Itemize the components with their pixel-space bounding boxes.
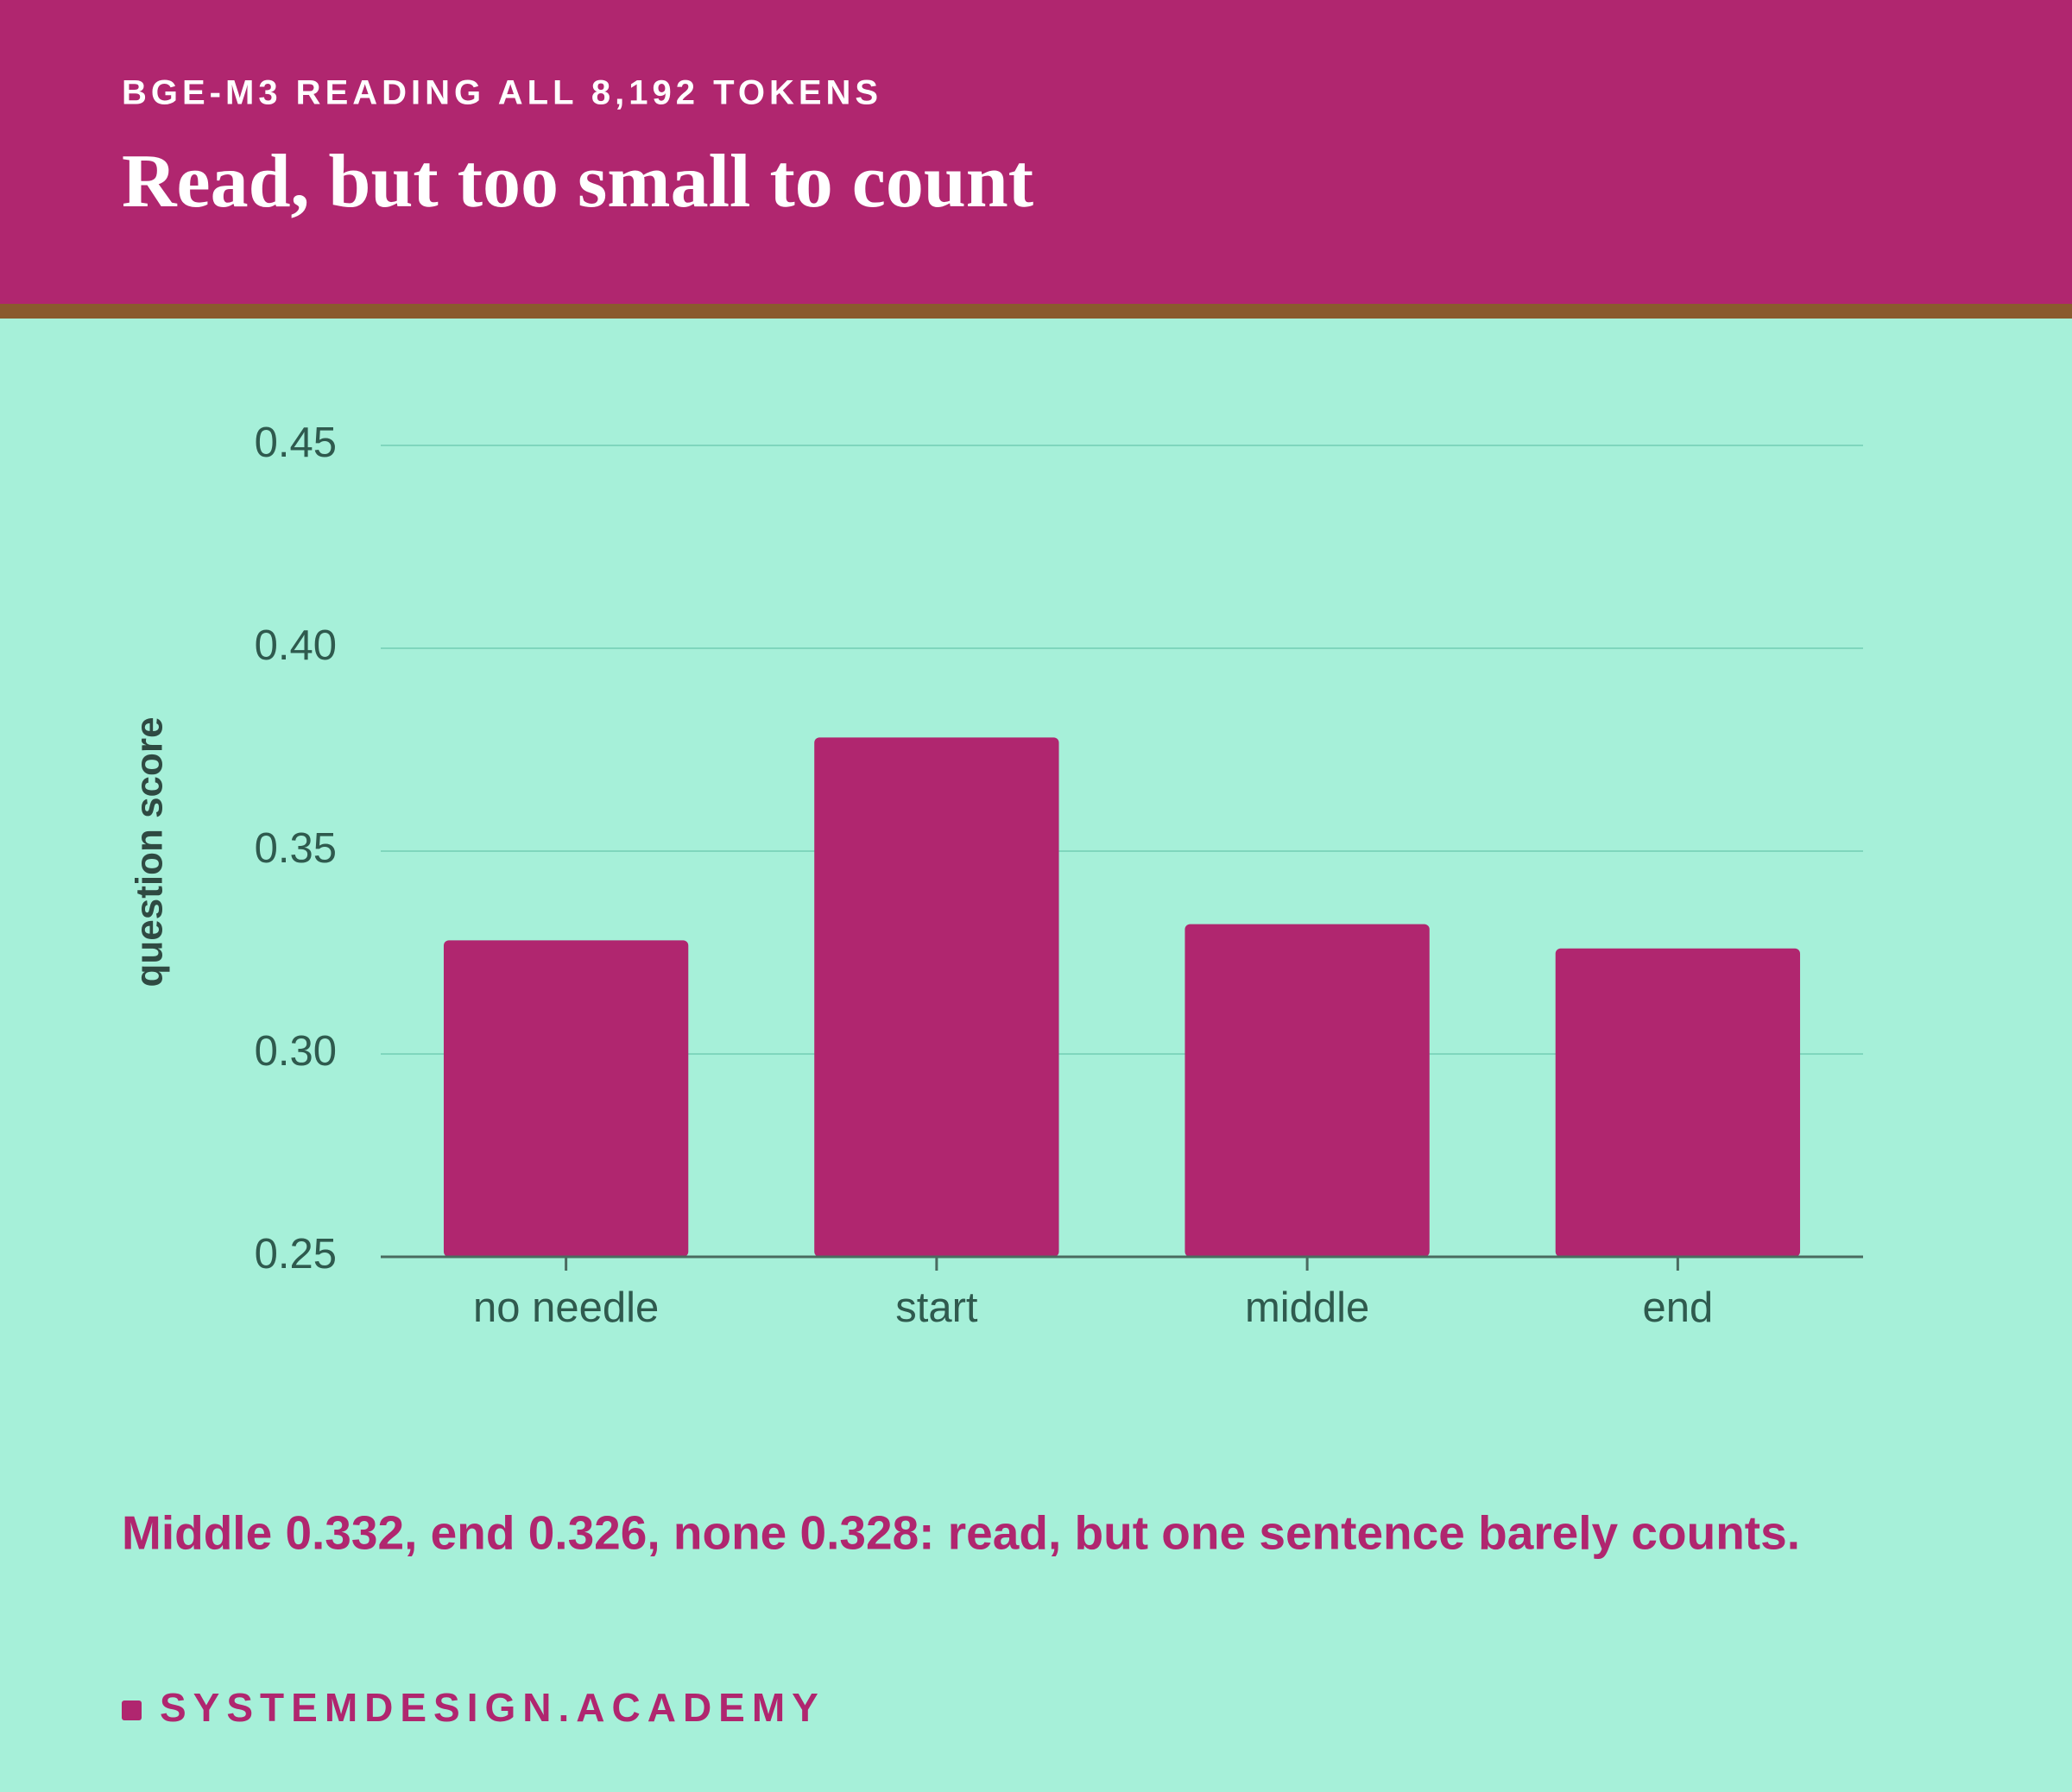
annotation: Middle 0.332, end 0.326, none 0.328: rea… [122,1506,1800,1560]
y-tick-label: 0.45 [255,420,337,466]
y-tick-label: 0.40 [255,622,337,669]
chart-subtitle: BGE-M3 READING ALL 8,192 TOKENS [122,74,882,112]
bar [1555,948,1801,1257]
x-tick-label: start [895,1284,978,1331]
bar [814,737,1059,1257]
chart-title: Read, but too small to count [122,140,1033,224]
footer: SYSTEMDESIGN.ACADEMY [160,1685,825,1730]
x-tick-label: middle [1245,1284,1369,1331]
bar [1184,924,1430,1257]
x-tick-label: end [1642,1284,1713,1331]
header-rule [0,304,2072,319]
y-tick-label: 0.30 [255,1028,337,1075]
y-tick-label: 0.35 [255,825,337,872]
bar [443,940,689,1257]
footer-icon [122,1701,142,1720]
y-tick-label: 0.25 [255,1231,337,1278]
y-axis-label: question score [129,717,171,987]
x-tick-label: no needle [473,1284,659,1331]
header-band [0,0,2072,304]
